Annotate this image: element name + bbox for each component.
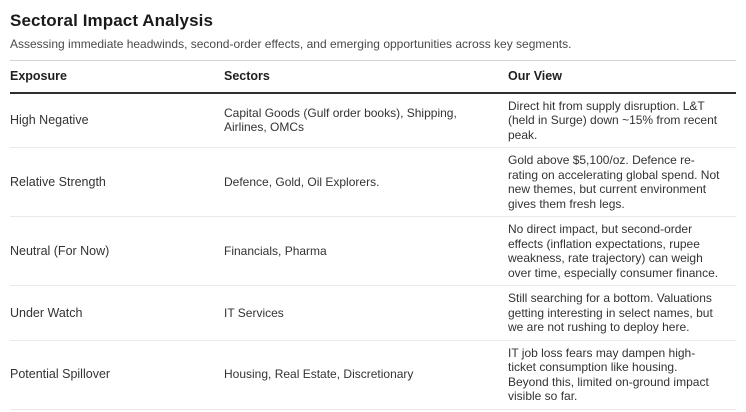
view-cell: IT job loss fears may dampen high-ticket… [508, 340, 736, 410]
column-header-exposure: Exposure [10, 60, 224, 94]
table-row: Under Watch IT Services Still searching … [10, 285, 736, 341]
exposure-cell: High Negative [10, 92, 224, 148]
column-header-our-view: Our View [508, 60, 736, 94]
exposure-cell: Relative Strength [10, 147, 224, 217]
view-cell: Still searching for a bottom. Valuations… [508, 285, 736, 341]
sectors-cell: IT Services [224, 285, 508, 341]
view-cell: No direct impact, but second-order effec… [508, 216, 736, 286]
view-cell: Direct hit from supply disruption. L&T (… [508, 92, 736, 148]
table-row: Potential Spillover Housing, Real Estate… [10, 340, 736, 410]
sectors-cell: Capital Goods (Gulf order books), Shippi… [224, 92, 508, 148]
sectors-cell: Defence, Gold, Oil Explorers. [224, 147, 508, 217]
sectors-cell: Housing, Real Estate, Discretionary [224, 340, 508, 410]
exposure-cell: Potential Spillover [10, 340, 224, 410]
table-row: Relative Strength Defence, Gold, Oil Exp… [10, 147, 736, 217]
header-row: Exposure Sectors Our View [10, 60, 736, 94]
table-row: Neutral (For Now) Financials, Pharma No … [10, 216, 736, 286]
page-subtitle: Assessing immediate headwinds, second-or… [10, 37, 572, 51]
view-cell: Gold above $5,100/oz. Defence re-rating … [508, 147, 736, 217]
impact-table: Exposure Sectors Our View High Negative … [10, 60, 736, 410]
table-row: High Negative Capital Goods (Gulf order … [10, 92, 736, 148]
page-title: Sectoral Impact Analysis [10, 11, 214, 30]
exposure-cell: Neutral (For Now) [10, 216, 224, 286]
column-header-sectors: Sectors [224, 60, 508, 94]
sectors-cell: Financials, Pharma [224, 216, 508, 286]
exposure-cell: Under Watch [10, 285, 224, 341]
table-header: Exposure Sectors Our View [10, 60, 736, 94]
